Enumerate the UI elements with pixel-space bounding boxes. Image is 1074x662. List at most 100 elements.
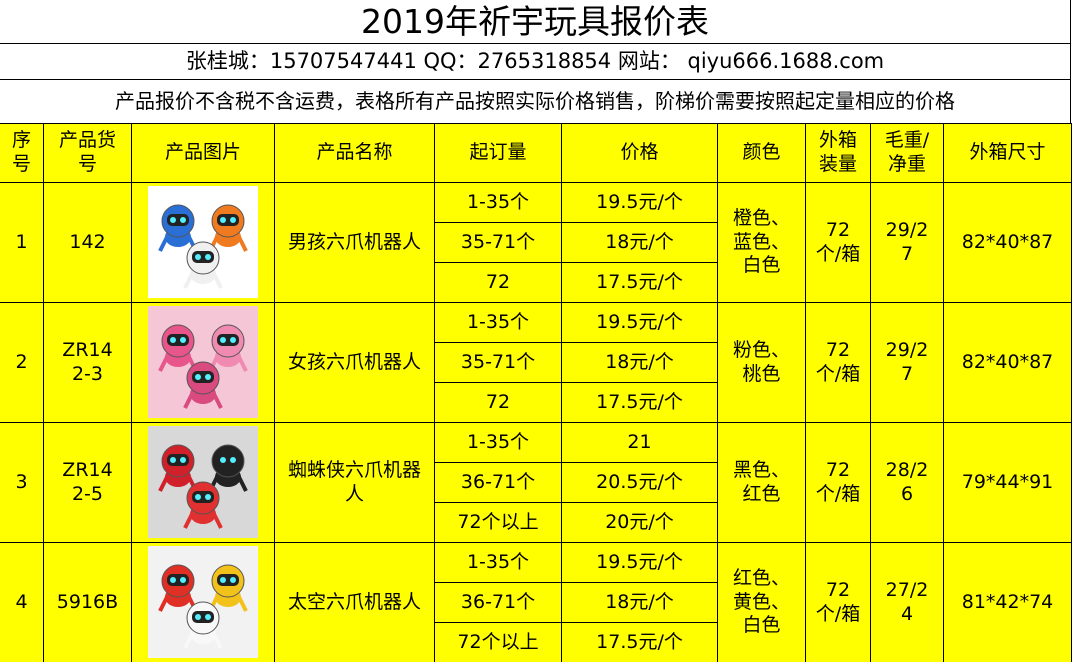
row-no: 2 <box>0 302 44 423</box>
product-name-text: 男孩六爪机器人 <box>287 230 421 253</box>
color-header: 颜色 <box>717 123 806 183</box>
name-header: 产品名称 <box>274 123 435 183</box>
row-no: 1 <box>0 182 44 303</box>
order-qty-text: 1-35个 <box>466 430 530 453</box>
colors-text: 橙色、蓝色、白色 <box>732 206 790 277</box>
colors-text: 红色、黄色、白色 <box>732 566 790 637</box>
unit-price: 19.5元/个 <box>561 302 718 343</box>
weight-text: 29/27 <box>885 338 929 385</box>
unit-price-text: 17.5元/个 <box>596 630 683 653</box>
pack-qty-text: 72个/箱 <box>815 578 861 625</box>
colors: 橙色、蓝色、白色 <box>717 182 806 303</box>
product-image <box>148 426 258 538</box>
unit-price: 17.5元/个 <box>561 622 718 662</box>
product-code: ZR142-3 <box>43 302 132 423</box>
order-qty-text: 1-35个 <box>466 190 530 213</box>
carton-size: 82*40*87 <box>943 182 1072 303</box>
color-header-text: 颜色 <box>742 141 781 164</box>
row-no: 3 <box>0 422 44 543</box>
row-no-text: 1 <box>15 230 28 253</box>
image-cell <box>131 422 275 543</box>
order-qty: 35-71个 <box>434 342 562 383</box>
carton-size-text: 82*40*87 <box>961 230 1054 253</box>
unit-price-text: 18元/个 <box>605 350 674 373</box>
unit-price-text: 19.5元/个 <box>596 310 683 333</box>
pack-qty-text: 72个/箱 <box>815 338 861 385</box>
price-header-text: 价格 <box>620 141 659 164</box>
product-name-text: 女孩六爪机器人 <box>287 350 421 373</box>
order-qty: 1-35个 <box>434 542 562 583</box>
product-name: 太空六爪机器人 <box>274 542 435 662</box>
pack-qty: 72个/箱 <box>805 182 871 303</box>
product-image <box>148 186 258 298</box>
weight: 29/27 <box>870 182 944 303</box>
colors: 红色、黄色、白色 <box>717 542 806 662</box>
product-code-text: 142 <box>69 230 106 253</box>
unit-price: 19.5元/个 <box>561 542 718 583</box>
order-qty-text: 1-35个 <box>466 310 530 333</box>
carton-size-text: 82*40*87 <box>961 350 1054 373</box>
order-qty-text: 36-71个 <box>460 470 536 493</box>
product-code-text: ZR142-5 <box>62 458 113 505</box>
product-name-text: 太空六爪机器人 <box>287 590 421 613</box>
no-header-text: 序号 <box>11 129 31 175</box>
unit-price-text: 21 <box>627 430 652 453</box>
contact-cell: 张桂城：15707547441 QQ：2765318854 网站： qiyu66… <box>0 43 1071 80</box>
pack-qty: 72个/箱 <box>805 422 871 543</box>
code-header-text: 产品货号 <box>58 129 116 175</box>
carton-size: 82*40*87 <box>943 302 1072 423</box>
order-qty: 36-71个 <box>434 462 562 503</box>
order-qty: 36-71个 <box>434 582 562 623</box>
unit-price-text: 19.5元/个 <box>596 550 683 573</box>
unit-price: 19.5元/个 <box>561 182 718 223</box>
size-header-text: 外箱尺寸 <box>969 141 1046 164</box>
image-cell <box>131 302 275 423</box>
product-name: 女孩六爪机器人 <box>274 302 435 423</box>
order-qty-text: 1-35个 <box>466 550 530 573</box>
product-code: ZR142-5 <box>43 422 132 543</box>
weight: 29/27 <box>870 302 944 423</box>
order-qty-text: 35-71个 <box>460 350 536 373</box>
pack-qty: 72个/箱 <box>805 542 871 662</box>
unit-price: 17.5元/个 <box>561 382 718 423</box>
product-name: 男孩六爪机器人 <box>274 182 435 303</box>
unit-price-text: 17.5元/个 <box>596 270 683 293</box>
weight-text: 28/26 <box>885 458 929 505</box>
order-qty: 35-71个 <box>434 222 562 263</box>
order-qty-text: 72 <box>485 390 511 413</box>
product-code: 142 <box>43 182 132 303</box>
row-no-text: 2 <box>15 350 28 373</box>
pack-header-text: 外箱装量 <box>818 129 857 175</box>
name-header-text: 产品名称 <box>316 141 393 164</box>
carton-size-text: 81*42*74 <box>961 590 1054 613</box>
unit-price-text: 18元/个 <box>605 230 674 253</box>
colors: 黑色、红色 <box>717 422 806 543</box>
row-no: 4 <box>0 542 44 662</box>
weight-text: 27/24 <box>885 578 929 625</box>
unit-price-text: 18元/个 <box>605 590 674 613</box>
qty-header-text: 起订量 <box>469 141 527 164</box>
order-qty-text: 36-71个 <box>460 590 536 613</box>
colors: 粉色、桃色 <box>717 302 806 423</box>
pack-qty-text: 72个/箱 <box>815 218 861 265</box>
row-no-text: 4 <box>15 590 28 613</box>
unit-price: 18元/个 <box>561 342 718 383</box>
weight-header-text: 毛重/净重 <box>884 129 930 175</box>
size-header: 外箱尺寸 <box>943 123 1072 183</box>
order-qty: 72个以上 <box>434 622 562 662</box>
note-line: 产品报价不含税不含运费，表格所有产品按照实际价格销售，阶梯价需要按照起定量相应的… <box>115 89 955 113</box>
qty-header: 起订量 <box>434 123 562 183</box>
order-qty: 72 <box>434 382 562 423</box>
pack-header: 外箱装量 <box>805 123 871 183</box>
price-header: 价格 <box>561 123 718 183</box>
product-image <box>148 306 258 418</box>
code-header: 产品货号 <box>43 123 132 183</box>
unit-price: 20.5元/个 <box>561 462 718 503</box>
order-qty-text: 72 <box>485 270 511 293</box>
order-qty: 72个以上 <box>434 502 562 543</box>
order-qty: 1-35个 <box>434 182 562 223</box>
order-qty: 72 <box>434 262 562 303</box>
order-qty-text: 72个以上 <box>457 510 539 533</box>
colors-text: 粉色、桃色 <box>732 338 790 385</box>
image-cell <box>131 542 275 662</box>
